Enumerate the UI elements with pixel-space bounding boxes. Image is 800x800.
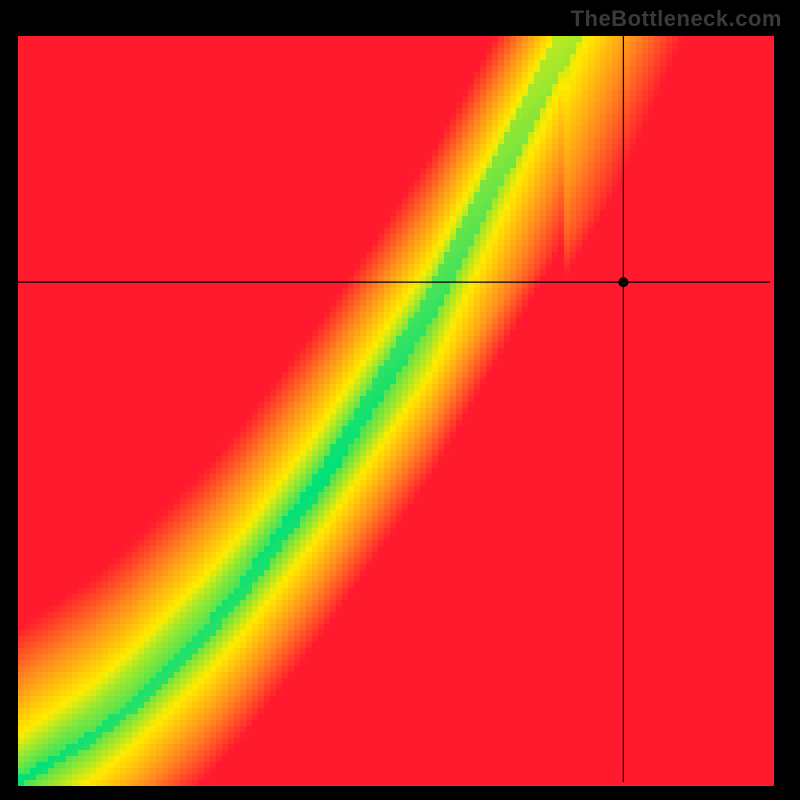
watermark-text: TheBottleneck.com: [571, 6, 782, 32]
crosshair-canvas: [0, 0, 800, 800]
chart-container: TheBottleneck.com: [0, 0, 800, 800]
